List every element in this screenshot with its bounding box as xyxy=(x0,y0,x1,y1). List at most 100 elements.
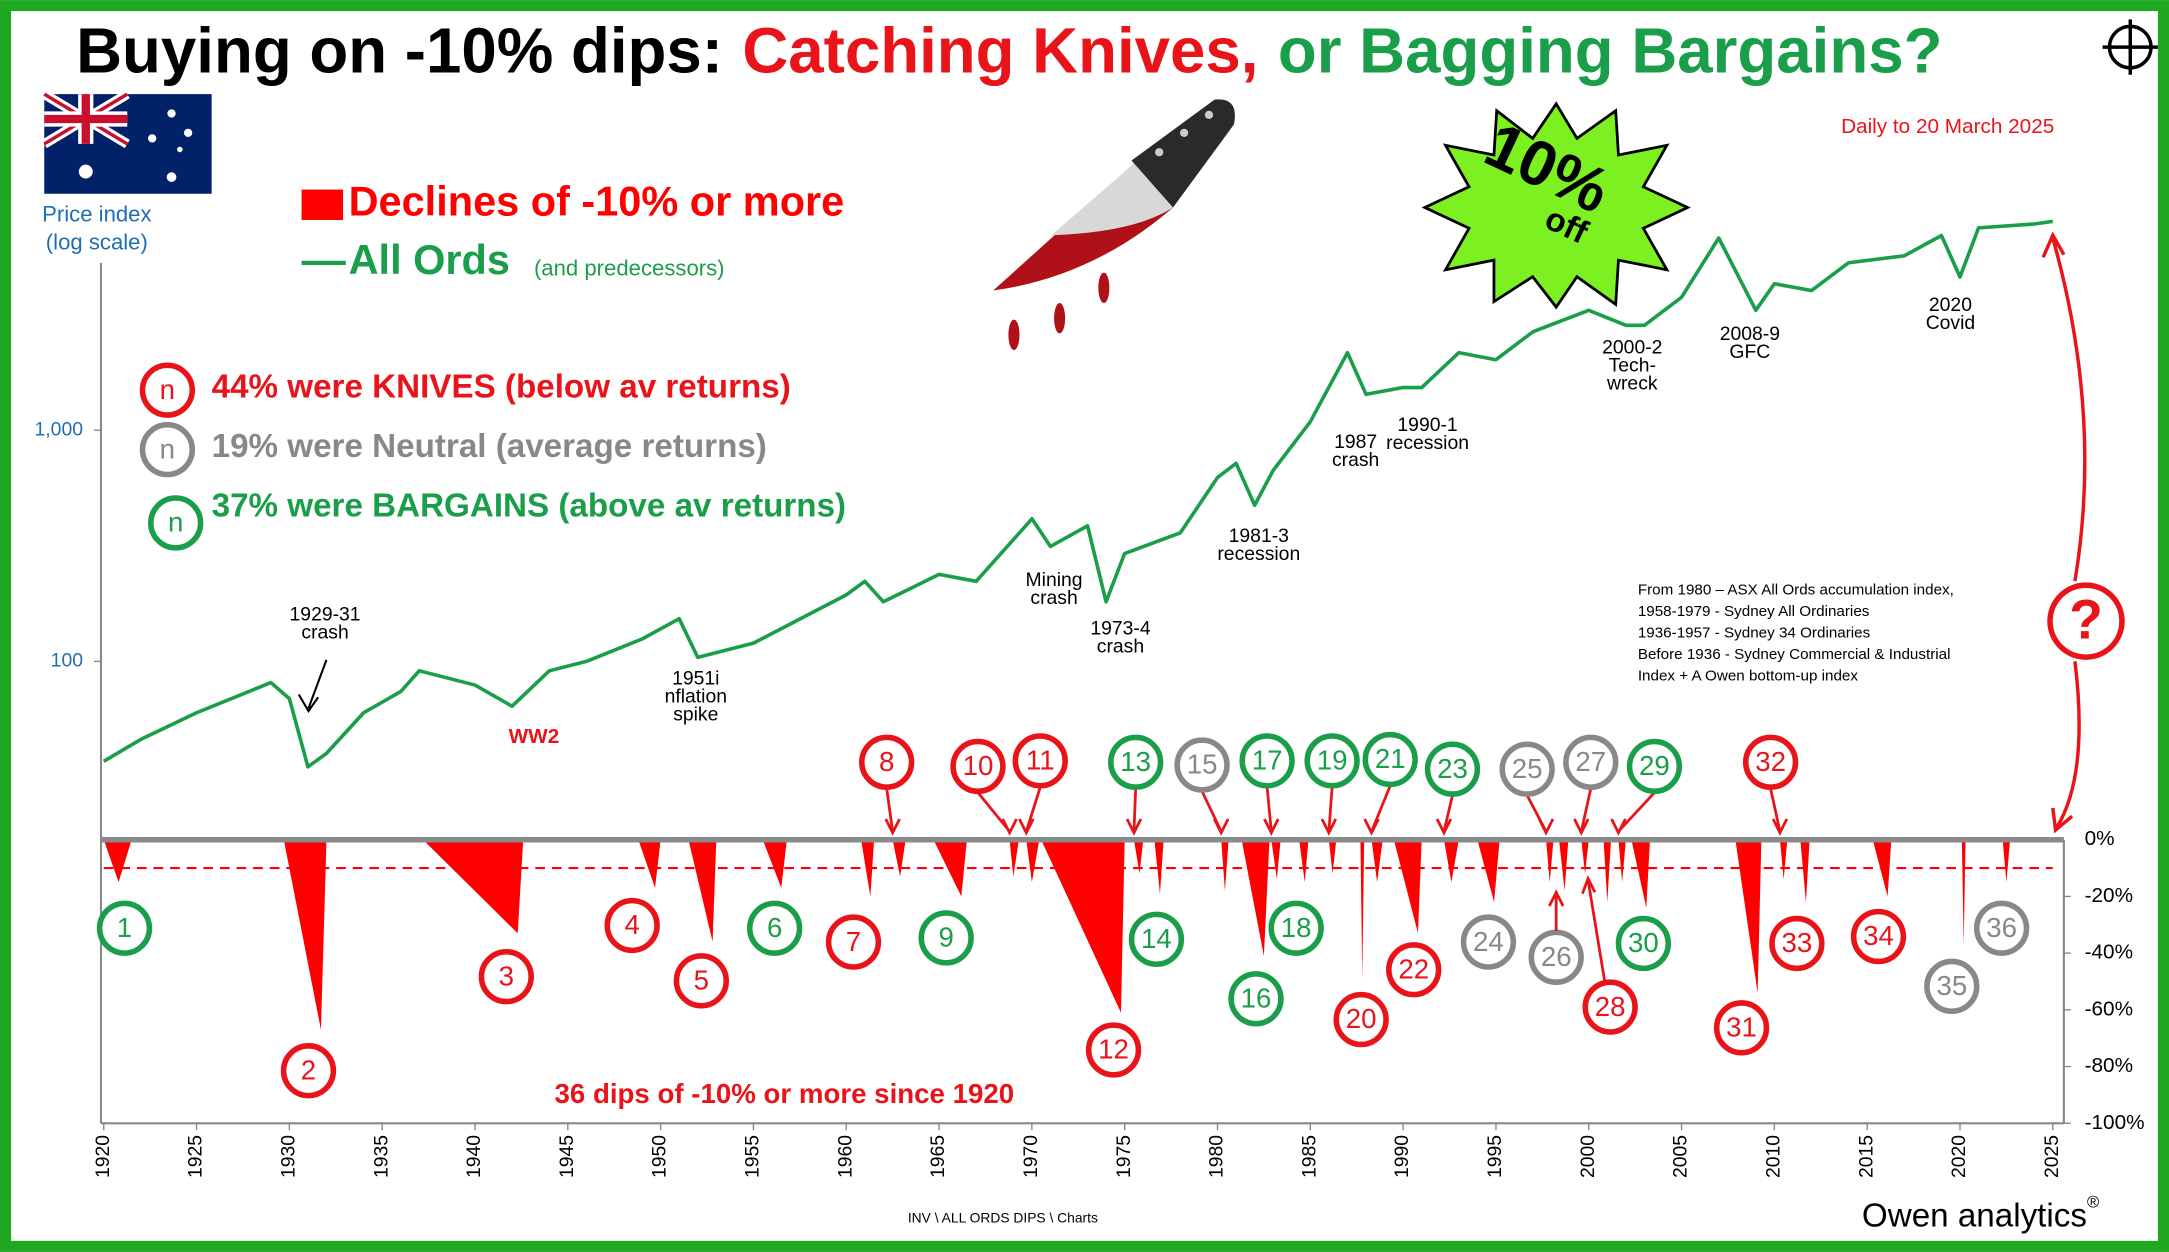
annotation: 2000-2 xyxy=(1602,337,1662,359)
decline-area xyxy=(2002,839,2011,883)
dip-label: 13 xyxy=(1120,746,1151,777)
x-tick-label: 2020 xyxy=(1948,1135,1970,1178)
source-note: Before 1936 - Sydney Commercial & Indust… xyxy=(1638,646,1951,663)
key-circle xyxy=(139,362,196,418)
dip-label: 22 xyxy=(1398,953,1429,984)
x-tick-label: 1950 xyxy=(649,1135,671,1178)
dip-circle xyxy=(673,953,729,1009)
decline-area xyxy=(933,839,967,897)
dip-label: 4 xyxy=(624,909,639,940)
dip-circle xyxy=(1626,738,1683,795)
decline-area xyxy=(1009,839,1019,877)
dip-circle xyxy=(1528,929,1584,985)
x-tick-label: 2000 xyxy=(1577,1135,1599,1178)
y-tick-label: -40% xyxy=(2085,941,2133,964)
dip-label: 27 xyxy=(1575,746,1606,777)
annotation: 1990-1 xyxy=(1397,414,1457,436)
y-tick-label: -100% xyxy=(2085,1111,2145,1134)
x-tick-label: 2025 xyxy=(2041,1135,2063,1178)
x-tick-label: 2015 xyxy=(1855,1135,1877,1178)
dip-arrow xyxy=(884,788,901,836)
decline-area xyxy=(1618,839,1626,883)
dip-circle xyxy=(1582,979,1638,1035)
dip-circle xyxy=(825,914,882,970)
title-part: Buying on -10% dips: xyxy=(76,15,723,86)
y-tick-label: -60% xyxy=(2085,997,2133,1020)
dip-arrow xyxy=(1263,787,1280,836)
decline-area xyxy=(283,839,327,1030)
dip-circle xyxy=(1742,734,1799,790)
dip-circle xyxy=(96,900,153,956)
decline-area xyxy=(1299,839,1309,883)
dip-label: 3 xyxy=(499,960,514,991)
dip-circle xyxy=(1563,734,1619,790)
dip-circle xyxy=(950,738,1006,795)
dip-circle xyxy=(1924,958,1980,1015)
dip-arrow xyxy=(1200,790,1230,836)
x-tick-label: 1965 xyxy=(927,1135,949,1178)
dip-label: 32 xyxy=(1755,746,1786,777)
y-tick-label: 100 xyxy=(51,650,84,672)
dip-circle xyxy=(1386,942,1442,998)
annotation: 1973-4 xyxy=(1090,618,1151,640)
decline-area xyxy=(1477,839,1500,903)
dip-arrow xyxy=(1581,874,1606,982)
x-tick-label: 1945 xyxy=(556,1135,578,1178)
dip-label: 17 xyxy=(1252,745,1283,776)
legend-note: (and predecessors) xyxy=(534,256,725,281)
legend-swatch xyxy=(301,189,344,221)
annotation: GFC xyxy=(1729,341,1770,363)
dip-circle xyxy=(478,948,534,1005)
dip-label: 29 xyxy=(1639,750,1670,781)
dip-circle xyxy=(746,900,803,956)
decline-area xyxy=(1800,839,1810,903)
dip-label: 8 xyxy=(879,746,894,777)
dip-arrow xyxy=(1125,788,1143,836)
key-symbol: n xyxy=(168,507,183,538)
annotation: Mining xyxy=(1026,569,1083,591)
price-line xyxy=(102,219,2054,769)
dip-arrow xyxy=(1320,787,1338,836)
dip-label: 36 xyxy=(1986,912,2017,943)
dip-label: 35 xyxy=(1936,970,1967,1001)
dip-label: 31 xyxy=(1726,1012,1757,1043)
decline-area xyxy=(1026,839,1040,883)
annotation: crash xyxy=(301,622,348,644)
dip-label: 15 xyxy=(1187,749,1218,780)
dip-label: 19 xyxy=(1317,745,1348,776)
decline-area xyxy=(1559,839,1569,891)
decline-area xyxy=(1133,839,1144,874)
annotation: 1951i xyxy=(672,667,719,689)
y-axis-label: (log scale) xyxy=(46,229,148,254)
dip-circle xyxy=(1850,908,1907,965)
decline-area xyxy=(1779,839,1788,880)
y-tick-label: -80% xyxy=(2085,1054,2133,1077)
annotation: recession xyxy=(1386,432,1469,454)
annotation: wreck xyxy=(1606,373,1658,395)
x-tick-label: 2005 xyxy=(1670,1135,1692,1178)
y-axis-label: Price index xyxy=(42,202,151,227)
dip-circle xyxy=(1973,900,2030,956)
title-part: Catching Knives, xyxy=(742,15,1258,86)
brand: Owen analytics® xyxy=(1862,1193,2099,1234)
x-tick-label: 1980 xyxy=(1206,1135,1228,1178)
dip-circle xyxy=(1362,731,1418,788)
dip-arrow xyxy=(1525,794,1555,836)
decline-area xyxy=(1371,839,1383,883)
source-note: Index + A Owen bottom-up index xyxy=(1638,668,1859,685)
decline-area xyxy=(1631,839,1650,908)
y-tick-label: -20% xyxy=(2085,884,2133,907)
dip-label: 7 xyxy=(846,926,861,957)
starburst xyxy=(1421,101,1691,310)
annotation: 1981-3 xyxy=(1229,525,1289,547)
x-tick-label: 1925 xyxy=(185,1135,207,1178)
x-tick-label: 1920 xyxy=(92,1135,114,1178)
footer: INV \ ALL ORDS DIPS \ Charts xyxy=(908,1209,1098,1225)
dip-circle xyxy=(1268,900,1324,956)
dip-circle xyxy=(1174,737,1230,793)
dip-arrow xyxy=(1548,889,1565,932)
x-tick-label: 1955 xyxy=(742,1135,764,1178)
dip-circle xyxy=(1228,971,1284,1027)
source-note: 1958-1979 - Sydney All Ordinaries xyxy=(1638,603,1870,620)
dip-label: 16 xyxy=(1241,982,1272,1013)
